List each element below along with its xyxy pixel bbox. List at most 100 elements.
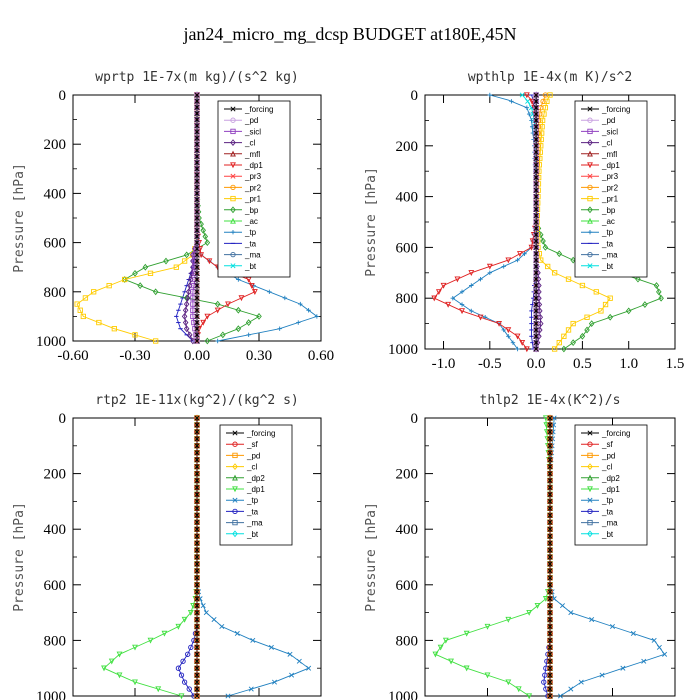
data-point <box>190 251 196 259</box>
legend-marker <box>587 486 593 493</box>
data-point <box>528 244 535 251</box>
data-point <box>271 679 278 685</box>
data-point <box>194 644 200 650</box>
data-point <box>116 651 123 658</box>
data-point <box>194 547 200 553</box>
data-point <box>547 596 553 602</box>
data-point <box>184 294 191 302</box>
data-point <box>211 617 217 623</box>
data-point <box>181 679 188 685</box>
data-point <box>191 319 197 326</box>
data-point <box>194 104 200 110</box>
data-point <box>538 136 544 143</box>
data-point <box>175 665 182 671</box>
data-point <box>487 92 493 98</box>
data-point <box>198 252 205 259</box>
data-point <box>214 307 221 314</box>
data-point <box>194 540 200 546</box>
data-point <box>501 327 506 333</box>
data-point <box>296 658 302 664</box>
panel-title: rtp2 1E-11x(kg^2)/(kg^2 s) <box>95 393 299 408</box>
data-point <box>570 320 576 327</box>
series-forcing <box>533 92 539 352</box>
data-point <box>533 251 539 257</box>
data-point <box>547 505 553 511</box>
data-point <box>235 325 242 333</box>
data-point <box>137 282 143 290</box>
data-point <box>584 314 590 320</box>
data-point <box>486 263 493 270</box>
data-point <box>190 263 196 271</box>
data-point <box>194 172 200 178</box>
y-tick-label: 0 <box>411 411 419 427</box>
data-point <box>152 288 159 296</box>
data-point <box>306 665 312 671</box>
legend-box <box>217 100 291 278</box>
data-point <box>533 136 539 142</box>
data-point <box>194 526 200 532</box>
data-point <box>459 302 465 307</box>
data-point <box>547 658 553 664</box>
legend-label: _tp <box>601 228 614 237</box>
data-point <box>542 672 548 678</box>
data-point <box>186 331 193 339</box>
legend-label: _forcing <box>601 105 630 114</box>
data-point <box>505 616 512 623</box>
data-point <box>194 166 200 172</box>
legend-marker <box>232 497 238 503</box>
legend-box <box>574 424 648 546</box>
legend-marker <box>232 486 238 493</box>
data-point <box>435 289 442 296</box>
legend-marker <box>587 195 593 202</box>
data-point <box>565 276 572 282</box>
data-point <box>454 276 461 283</box>
data-point <box>225 693 231 699</box>
data-point <box>547 471 553 477</box>
data-point <box>542 415 549 422</box>
data-point <box>442 637 449 644</box>
data-point <box>542 596 549 602</box>
data-point <box>194 575 200 581</box>
data-point <box>194 568 200 574</box>
series-dp1 <box>431 92 540 353</box>
legend-label: _sicl <box>244 127 261 136</box>
data-point <box>539 124 545 130</box>
data-point <box>539 117 546 124</box>
data-point <box>220 331 226 339</box>
data-point <box>533 238 539 244</box>
data-point <box>200 226 206 234</box>
data-point <box>142 263 149 271</box>
legend-label: _cl <box>601 463 612 472</box>
y-tick-label: 400 <box>396 522 419 538</box>
legend-label: _dp1 <box>244 161 263 170</box>
data-point <box>194 338 200 344</box>
legend-marker <box>587 441 593 447</box>
y-tick-label: 200 <box>44 137 67 153</box>
data-point <box>547 603 553 609</box>
legend-label: _forcing <box>601 429 630 438</box>
data-point <box>625 307 632 315</box>
data-point <box>533 206 539 212</box>
chart-panel-4: thlp2 1E-4x(K^2)/s Pressure [hPa] 0 200 400 6… <box>364 393 676 700</box>
legend-label: _ma <box>601 251 618 260</box>
legend: _forcing _pd _sicl _cl _mfl _dp1 _pr3 _pr2 _pr1 _… <box>217 100 291 278</box>
data-point <box>194 123 200 129</box>
data-point <box>522 251 527 256</box>
legend-marker <box>230 128 236 135</box>
data-point <box>194 141 200 147</box>
legend-marker <box>232 508 238 515</box>
data-point <box>77 307 83 313</box>
data-point <box>437 644 444 651</box>
data-point <box>194 561 200 567</box>
data-point <box>194 276 200 283</box>
data-point <box>533 111 539 117</box>
data-point <box>533 308 539 314</box>
data-point <box>163 257 169 265</box>
data-point <box>578 679 584 685</box>
data-point <box>106 283 112 289</box>
data-point <box>194 246 200 252</box>
data-point <box>194 415 200 421</box>
data-point <box>547 464 553 470</box>
legend-label: _pr2 <box>601 183 619 192</box>
legend-marker <box>232 452 238 459</box>
